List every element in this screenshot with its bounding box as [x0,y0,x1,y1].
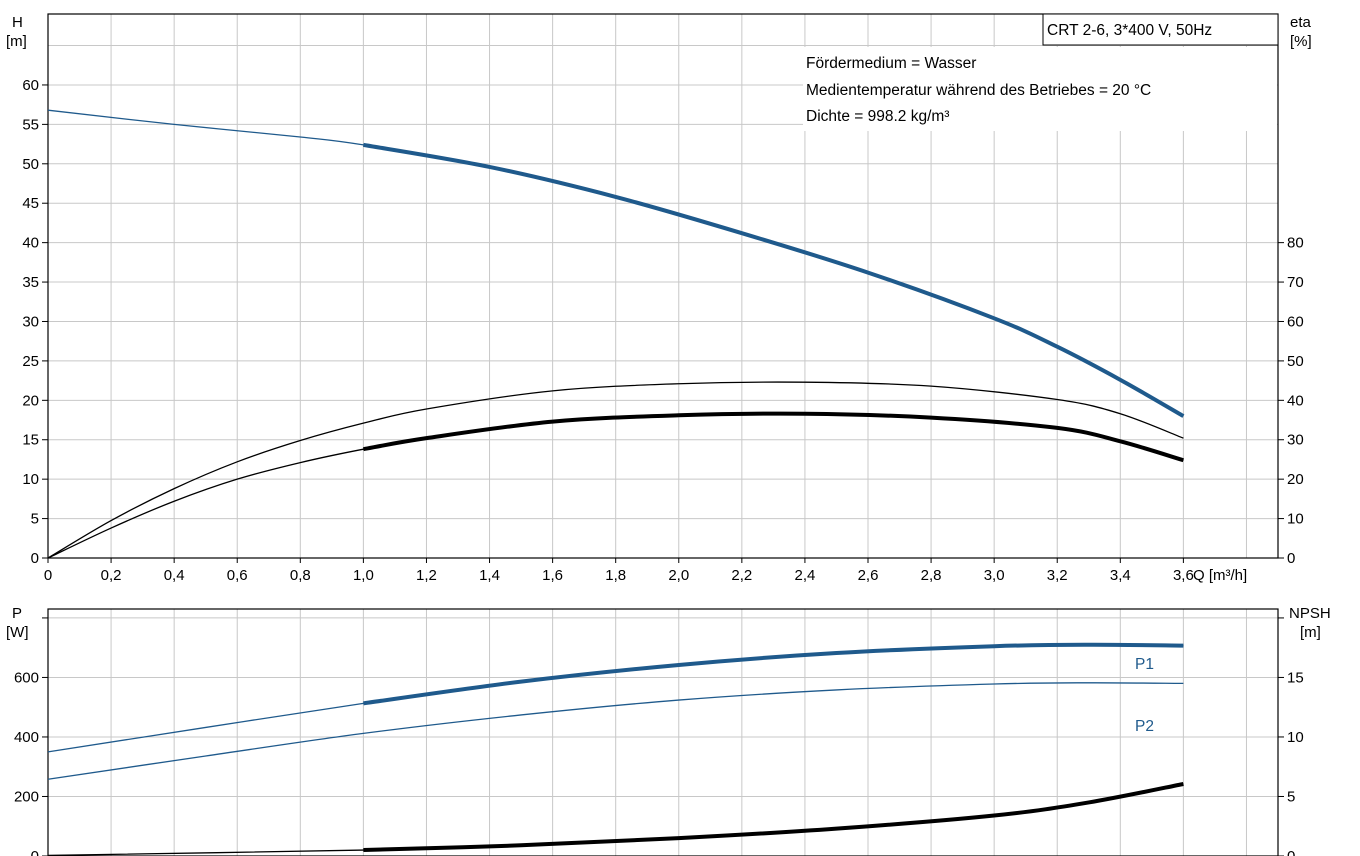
x-tick-label: 0,6 [227,567,248,584]
p2-series-label: P2 [1135,718,1154,735]
right-tick-label: 15 [1287,669,1304,686]
top-left-axis-label-line2: [m] [6,33,27,50]
left-tick-label: 45 [22,195,39,212]
left-tick-label: 200 [14,788,39,805]
left-tick-label: 20 [22,392,39,409]
x-tick-label: 1,2 [416,567,437,584]
p2-curve [47,682,1184,780]
pump-title-box [1042,13,1279,46]
temperature-annotation: Medientemperatur während des Betriebes =… [806,82,1151,99]
x-tick-label: 0,2 [101,567,122,584]
bottom-right-axis-label-line1: NPSH [1289,605,1331,622]
left-tick-label: 35 [22,274,39,291]
bottom-left-axis-label-line1: P [12,605,22,622]
left-tick-label: 30 [22,313,39,330]
x-tick-label: 2,6 [858,567,879,584]
right-tick-label: 5 [1287,788,1295,805]
series-2-curve [47,381,1184,559]
left-tick-label: 0 [31,848,39,856]
x-tick-label: 0,4 [164,567,185,584]
x-tick-label: 1,0 [353,567,374,584]
x-tick-label: 2,8 [921,567,942,584]
top-chart-curves [47,109,1185,559]
right-tick-label: 10 [1287,729,1304,746]
chart-title: CRT 2-6, 3*400 V, 50Hz [1047,22,1212,39]
right-tick-label: 0 [1287,848,1295,856]
p1-operating-range [363,642,1184,706]
density-annotation: Dichte = 998.2 kg/m³ [806,108,949,125]
series-3-operating-range [363,411,1184,463]
x-tick-label: 3,2 [1047,567,1068,584]
x-axis-label: Q [m³/h] [1193,567,1247,584]
x-tick-label: 1,4 [479,567,500,584]
right-tick-label: 60 [1287,313,1304,330]
left-tick-label: 15 [22,432,39,449]
series-6-operating-range [363,782,1184,853]
x-tick-label: 2,0 [668,567,689,584]
x-tick-label: 1,6 [542,567,563,584]
right-tick-label: 20 [1287,471,1304,488]
top-chart-tick-labels: 0 0,2 0,4 0,6 0,8 1,0 1,2 1,4 1,6 1,8 2,0 2,2 2,4 2,6… [22,77,1303,584]
bottom-chart-frame [47,608,1279,856]
bottom-left-axis-label-line2: [W] [6,624,29,641]
right-tick-label: 10 [1287,511,1304,528]
left-tick-label: 55 [22,116,39,133]
medium-info-box [803,47,1277,131]
right-tick-label: 50 [1287,353,1304,370]
right-tick-label: 30 [1287,432,1304,449]
right-tick-label: 70 [1287,274,1304,291]
top-right-axis-label-line1: eta [1290,14,1312,31]
right-tick-label: 40 [1287,392,1304,409]
x-tick-label: 3,6 [1173,567,1194,584]
top-left-axis-label-line1: H [12,14,23,31]
x-tick-label: 3,4 [1110,567,1131,584]
right-tick-label: 80 [1287,235,1304,252]
left-tick-label: 25 [22,353,39,370]
left-tick-label: 600 [14,669,39,686]
top-right-axis-label-line2: [%] [1290,33,1312,50]
left-tick-label: 60 [22,77,39,94]
p1-series-label: P1 [1135,656,1154,673]
left-tick-label: 10 [22,471,39,488]
bottom-chart-curves [47,642,1184,856]
left-tick-label: 0 [31,550,39,567]
left-tick-label: 40 [22,235,39,252]
x-tick-label: 0,8 [290,567,311,584]
left-tick-label: 5 [31,511,39,528]
x-tick-label: 1,8 [605,567,626,584]
medium-annotation: Fördermedium = Wasser [806,55,976,72]
left-tick-label: 400 [14,729,39,746]
x-tick-label: 0 [44,567,52,584]
left-tick-label: 50 [22,156,39,173]
x-tick-label: 3,0 [984,567,1005,584]
right-tick-label: 0 [1287,550,1295,567]
x-tick-label: 2,4 [794,567,815,584]
series-1-operating-range [363,142,1185,418]
bottom-chart-tick-labels: 0 200 400 600 0 5 10 15 [14,617,1304,856]
x-tick-label: 2,2 [731,567,752,584]
bottom-right-axis-label-line2: [m] [1300,624,1321,641]
top-chart-frame [47,13,1279,559]
